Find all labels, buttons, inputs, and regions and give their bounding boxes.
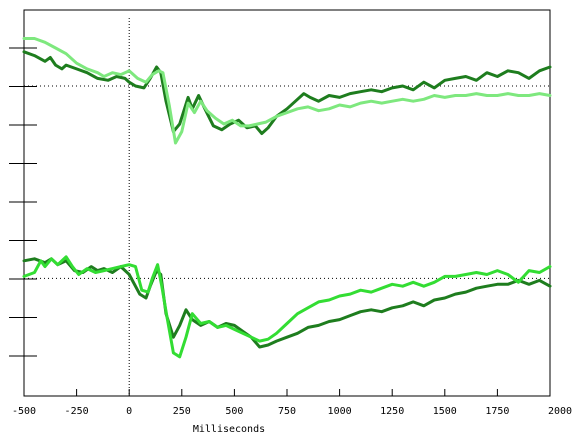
x-tick-label: 2000 — [548, 406, 572, 417]
series-line-top-1 — [22, 50, 552, 135]
x-tick-label: 1250 — [380, 406, 404, 417]
x-tick-label: 750 — [278, 406, 296, 417]
x-tick-label: 1750 — [485, 406, 509, 417]
x-ticks: -500 -250 0 250 500 750 1000 1250 1500 1750 2000 — [12, 389, 572, 417]
series-lines — [22, 37, 552, 359]
x-tick-label: 1000 — [328, 406, 352, 417]
x-tick-label: 500 — [225, 406, 243, 417]
x-tick-label: -500 — [12, 406, 36, 417]
series-line-bottom-2 — [22, 255, 552, 359]
y-ticks — [9, 47, 37, 357]
series-line-top-2 — [22, 37, 552, 145]
x-axis-title: Milliseconds — [193, 424, 265, 435]
x-tick-label: -250 — [65, 406, 89, 417]
x-tick-label: 250 — [173, 406, 191, 417]
x-tick-label: 0 — [126, 406, 132, 417]
x-tick-label: 1500 — [433, 406, 457, 417]
